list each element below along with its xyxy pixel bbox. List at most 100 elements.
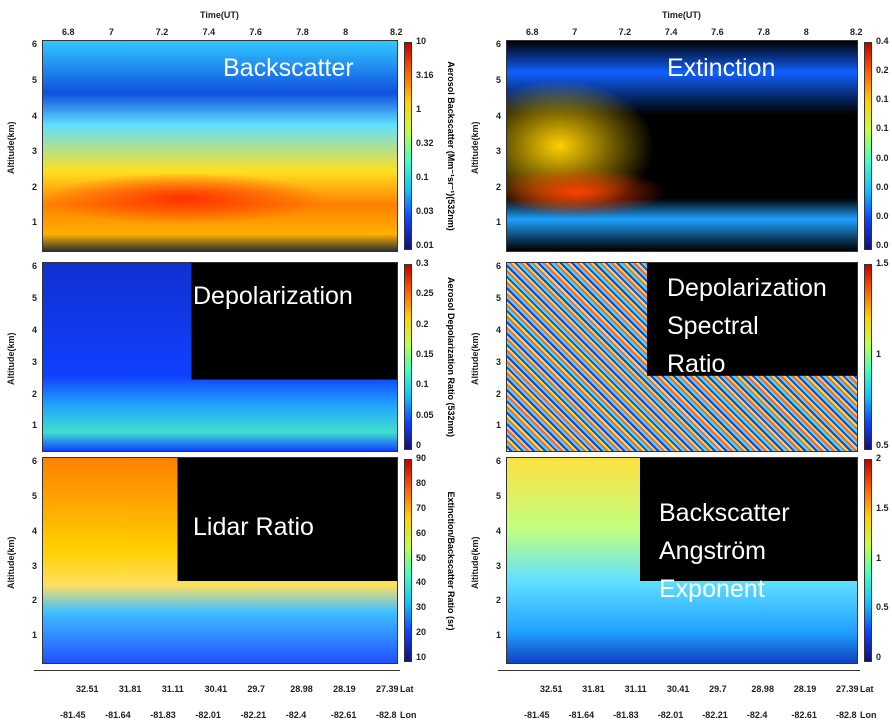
- colorbar-tick-label: 3.16: [416, 70, 434, 80]
- lat-tick-label: 31.81: [582, 684, 605, 694]
- x-tick-label: 8.2: [850, 27, 863, 37]
- x-tick-label: 8.2: [390, 27, 403, 37]
- x-axis-label: Time(UT): [200, 10, 239, 20]
- x-tick-label: 7: [572, 27, 577, 37]
- colorbar-tick-label: 0: [876, 652, 881, 662]
- lat-label: Lat: [400, 684, 414, 694]
- y-tick-label: 2: [496, 389, 501, 399]
- y-tick-label: 5: [32, 293, 37, 303]
- colorbar: [864, 42, 872, 250]
- axis-rule: [34, 670, 400, 671]
- panel-title: Depolarization: [667, 269, 827, 307]
- plot-area: Backscatter: [42, 40, 398, 252]
- y-tick-label: 2: [32, 182, 37, 192]
- y-tick-label: 2: [496, 595, 501, 605]
- colorbar-tick-label: 0.0: [876, 153, 889, 163]
- x-tick-label: 8: [343, 27, 348, 37]
- panel-title: Spectral: [667, 307, 759, 345]
- panel-title: Backscatter: [659, 494, 790, 532]
- y-tick-label: 1: [496, 420, 501, 430]
- colorbar-tick-label: 0.15: [416, 349, 434, 359]
- colorbar-tick-label: 70: [416, 503, 426, 513]
- colorbar-tick-label: 90: [416, 453, 426, 463]
- lon-tick-label: -81.45: [60, 710, 86, 720]
- y-axis-label: Altitude(km): [6, 333, 16, 386]
- lon-tick-label: -81.83: [150, 710, 176, 720]
- lon-tick-label: -82.01: [195, 710, 221, 720]
- y-tick-label: 4: [496, 325, 501, 335]
- colorbar-tick-label: 0.3: [416, 258, 429, 268]
- lon-tick-label: -82.8: [836, 710, 857, 720]
- plot-area: Depolarization: [42, 262, 398, 452]
- panel-title: Exponent: [659, 570, 765, 608]
- y-tick-label: 6: [32, 456, 37, 466]
- colorbar-tick-label: 0.0: [876, 211, 889, 221]
- y-tick-label: 3: [496, 561, 501, 571]
- colorbar-tick-label: 0.1: [876, 123, 889, 133]
- lon-tick-label: -82.21: [241, 710, 267, 720]
- colorbar-tick-label: 0.2: [416, 319, 429, 329]
- lat-tick-label: 28.98: [751, 684, 774, 694]
- y-axis-label: Altitude(km): [470, 333, 480, 386]
- lon-tick-label: -81.45: [524, 710, 550, 720]
- y-tick-label: 3: [32, 357, 37, 367]
- lon-tick-label: -81.64: [569, 710, 595, 720]
- colorbar-tick-label: 1: [876, 553, 881, 563]
- lat-tick-label: 27.39: [836, 684, 859, 694]
- y-tick-label: 6: [496, 456, 501, 466]
- colorbar-tick-label: 0.25: [416, 288, 434, 298]
- colorbar-tick-label: 0.0: [876, 240, 889, 250]
- y-tick-label: 1: [496, 217, 501, 227]
- y-tick-label: 6: [496, 261, 501, 271]
- colorbar-tick-label: 50: [416, 553, 426, 563]
- panel-title: Depolarization: [193, 277, 353, 315]
- colorbar-tick-label: 0.5: [876, 440, 889, 450]
- lat-tick-label: 31.11: [162, 684, 184, 694]
- colorbar-tick-label: 40: [416, 577, 426, 587]
- lat-tick-label: 29.7: [709, 684, 727, 694]
- lon-tick-label: -81.83: [613, 710, 639, 720]
- x-tick-label: 7.8: [296, 27, 309, 37]
- colorbar-tick-label: 0.05: [416, 410, 434, 420]
- panel-title: Angström: [659, 532, 766, 570]
- lat-label: Lat: [860, 684, 874, 694]
- y-tick-label: 1: [32, 630, 37, 640]
- lat-tick-label: 31.81: [119, 684, 142, 694]
- y-axis-label: Altitude(km): [6, 536, 16, 589]
- colorbar-tick-label: 2: [876, 453, 881, 463]
- colorbar-tick-label: 0.1: [416, 379, 429, 389]
- lat-tick-label: 29.7: [247, 684, 265, 694]
- lon-tick-label: -82.61: [331, 710, 357, 720]
- x-tick-label: 7.6: [711, 27, 724, 37]
- colorbar-label: Extinction/Backscatter Ratio (sr): [445, 476, 456, 646]
- y-tick-label: 5: [32, 75, 37, 85]
- lat-tick-label: 28.98: [290, 684, 313, 694]
- lon-label: Lon: [400, 710, 417, 720]
- y-tick-label: 2: [496, 182, 501, 192]
- y-tick-label: 3: [32, 561, 37, 571]
- colorbar-tick-label: 0.01: [416, 240, 434, 250]
- colorbar: [404, 264, 412, 450]
- figure: Backscatter 1 2 3 4 5 6 Altitude(km) 1 0 3.16 1 0.3 2…: [0, 0, 892, 727]
- x-tick-label: 7.2: [156, 27, 169, 37]
- y-tick-label: 4: [496, 111, 501, 121]
- y-tick-label: 4: [32, 526, 37, 536]
- colorbar: [404, 459, 412, 662]
- y-tick-label: 6: [32, 39, 37, 49]
- colorbar-tick-label: 30: [416, 602, 426, 612]
- y-tick-label: 4: [32, 325, 37, 335]
- y-tick-label: 3: [32, 146, 37, 156]
- colorbar-tick-label: 0.5: [876, 602, 889, 612]
- colorbar-tick-label: 1: [876, 349, 881, 359]
- lon-tick-label: -82.21: [702, 710, 728, 720]
- y-tick-label: 1: [32, 217, 37, 227]
- y-tick-label: 2: [32, 595, 37, 605]
- colorbar: [404, 42, 412, 250]
- lon-label: Lon: [860, 710, 877, 720]
- colorbar-tick-label: 0.0: [876, 182, 889, 192]
- colorbar-tick-label: 0.1: [876, 94, 889, 104]
- colorbar: [864, 459, 872, 662]
- x-tick-label: 7.4: [665, 27, 678, 37]
- colorbar-label: Aerosol Depolarization Ratio (532nm): [445, 272, 456, 442]
- lon-tick-label: -82.61: [791, 710, 817, 720]
